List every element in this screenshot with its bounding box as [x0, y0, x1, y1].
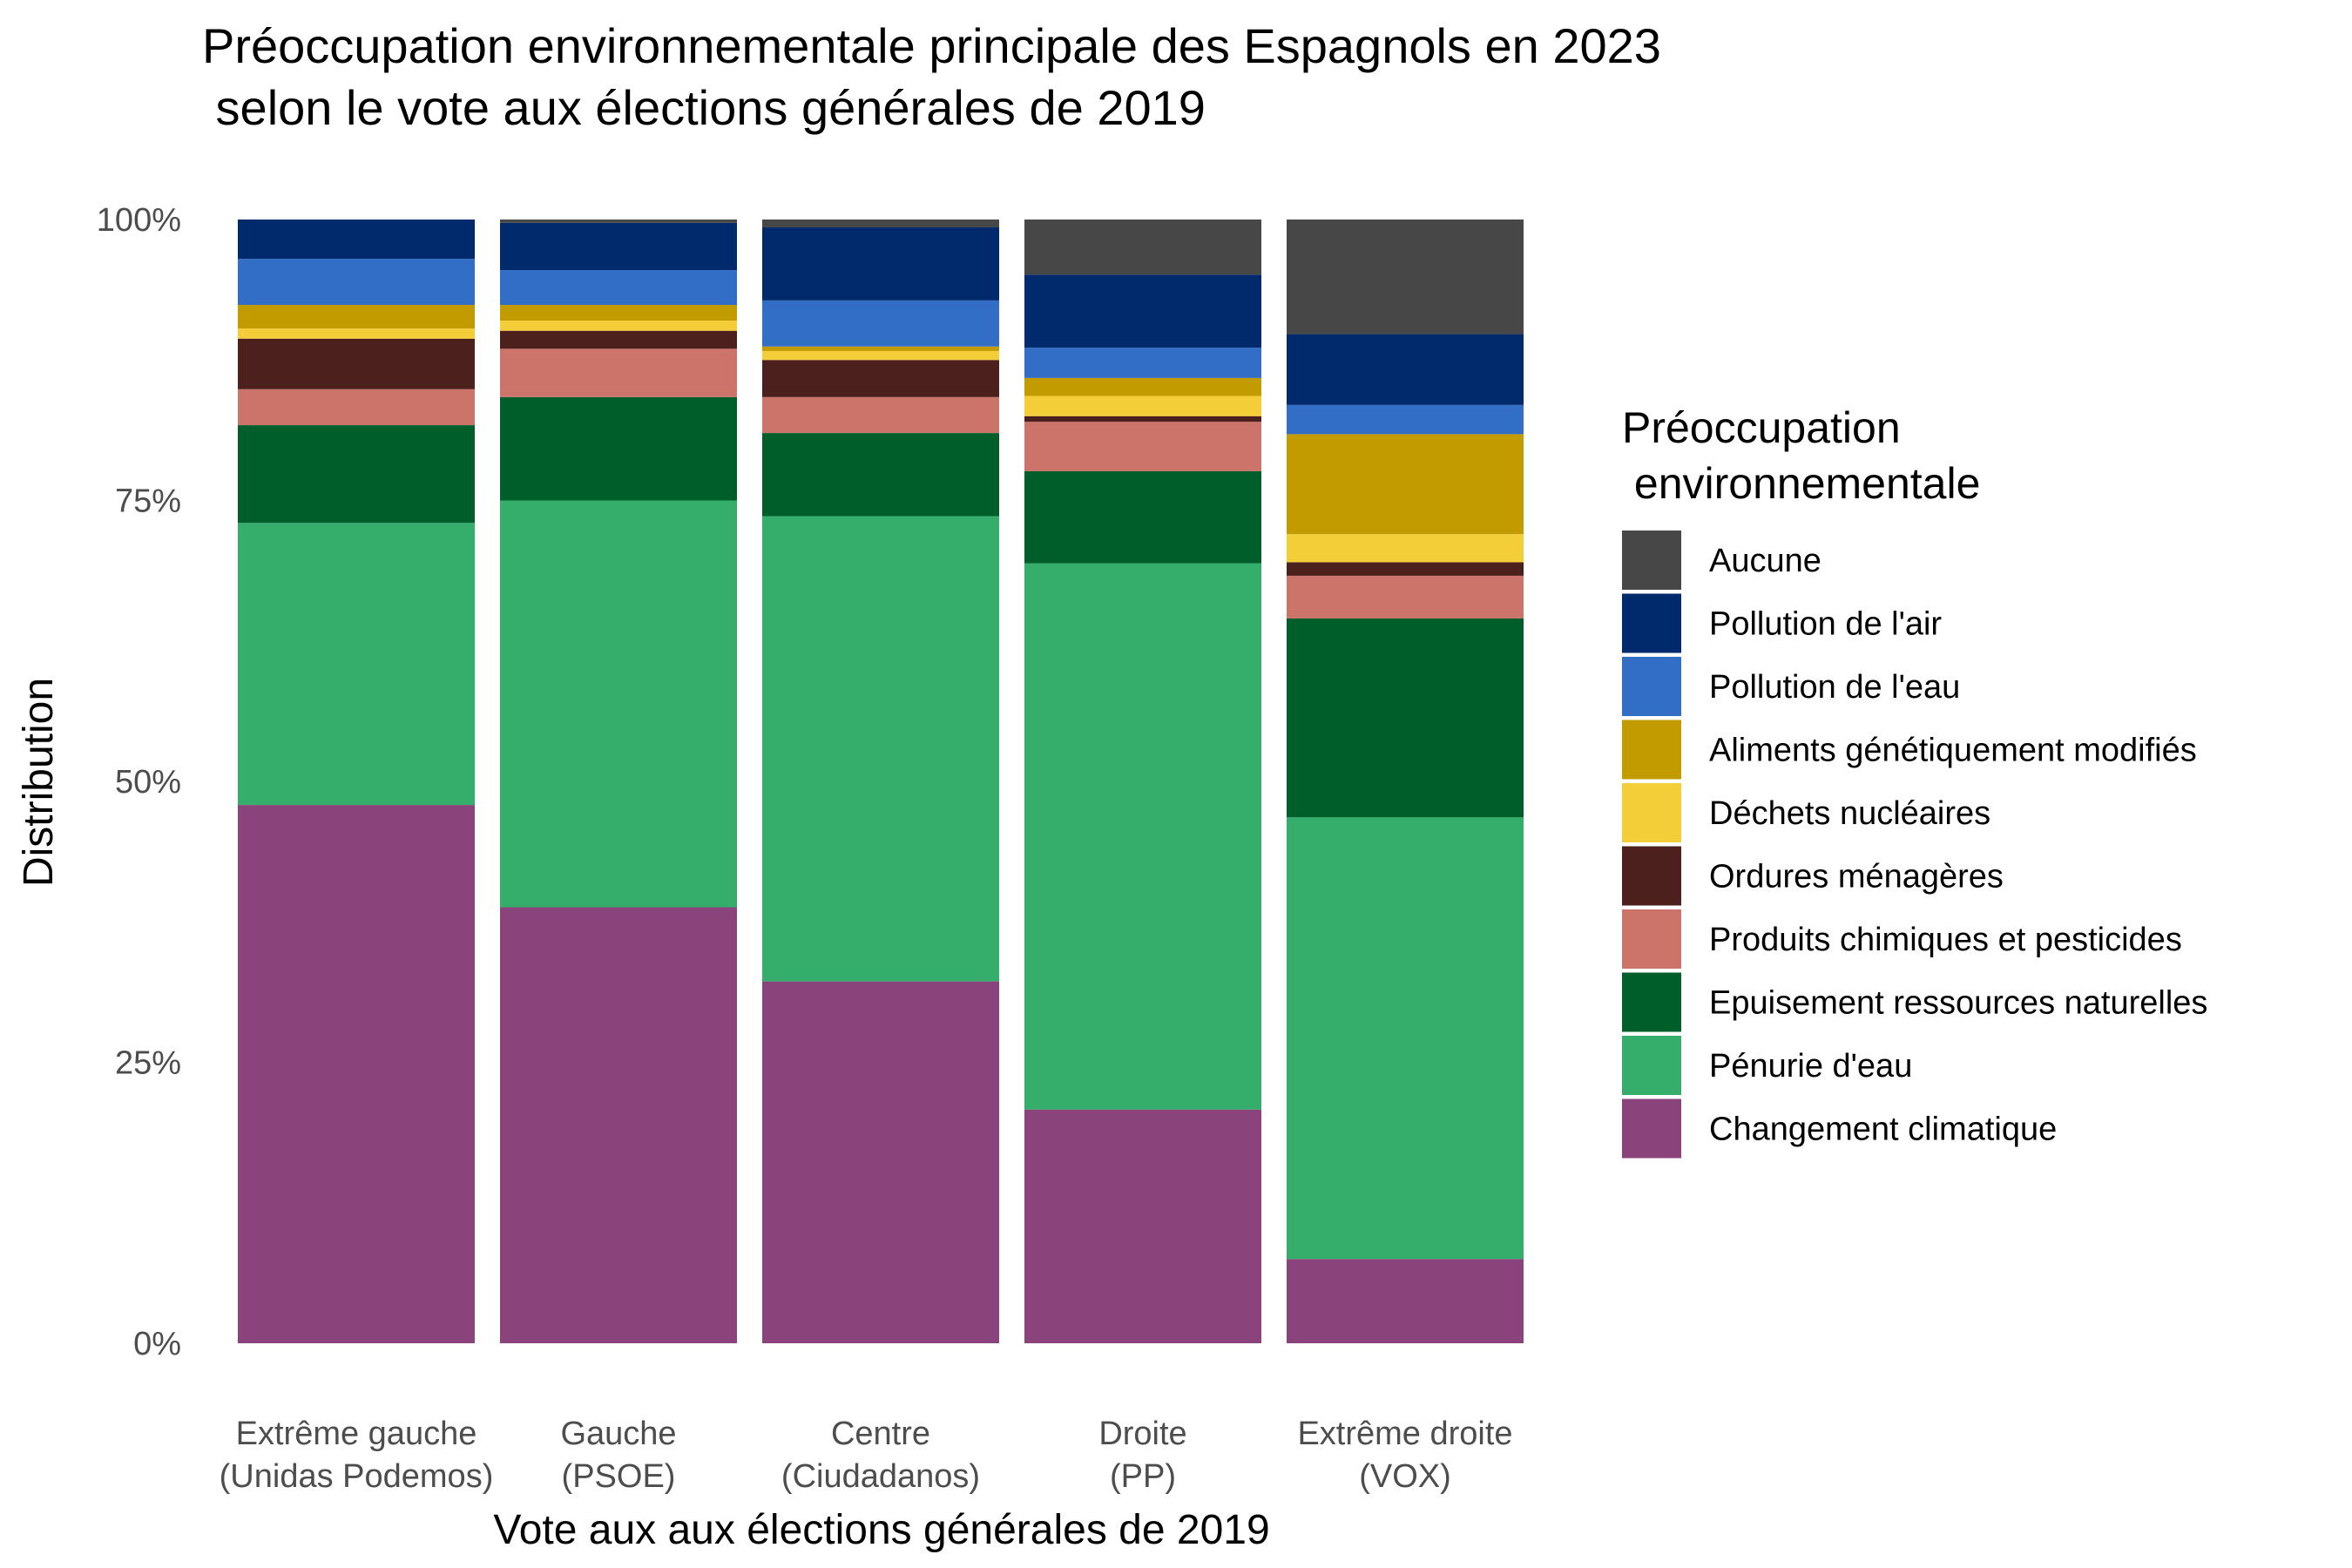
- bar-segment-3-3: [1024, 422, 1261, 471]
- bar-segment-4-9: [1287, 220, 1524, 335]
- legend-label-1: Pollution de l'air: [1709, 606, 1942, 643]
- bar-segment-1-6: [500, 305, 737, 321]
- bar-segment-3-9: [1024, 220, 1261, 275]
- legend-label-7: Epuisement ressources naturelles: [1709, 985, 2207, 1022]
- bar-segment-3-5: [1024, 395, 1261, 416]
- legend-label-4: Déchets nucléaires: [1709, 795, 1990, 832]
- bar-segment-1-9: [500, 220, 737, 223]
- legend-label-3: Aliments génétiquement modifiés: [1709, 733, 2197, 769]
- bar-segment-1-2: [500, 396, 737, 501]
- y-tick-label-4: 100%: [97, 202, 181, 239]
- x-tick-label-2-0: Centre: [831, 1416, 930, 1452]
- x-tick-label-1-1: (PSOE): [562, 1458, 676, 1495]
- legend-swatch-1: [1622, 593, 1681, 653]
- bar-segment-3-4: [1024, 416, 1261, 422]
- legend-title-line-1: Préoccupation: [1622, 403, 1901, 452]
- bar-segment-0-8: [238, 220, 475, 260]
- legend-label-2: Pollution de l'eau: [1709, 669, 1960, 706]
- bar-segment-1-3: [500, 348, 737, 397]
- bar-segment-0-0: [238, 805, 475, 1343]
- chart-title-line-1: Préoccupation environnementale principal…: [202, 18, 1661, 73]
- bar-segment-3-1: [1024, 563, 1261, 1110]
- legend-swatch-8: [1622, 1036, 1681, 1095]
- legend-label-8: Pénurie d'eau: [1709, 1048, 1912, 1085]
- legend-swatch-2: [1622, 657, 1681, 716]
- bar-segment-4-5: [1287, 534, 1524, 563]
- bar-segment-0-3: [238, 389, 475, 426]
- bar-segment-1-1: [500, 500, 737, 908]
- bar-segment-2-4: [762, 360, 999, 397]
- y-axis-title: Distribution: [16, 678, 62, 887]
- bar-segment-0-4: [238, 338, 475, 389]
- bar-segment-2-2: [762, 433, 999, 517]
- legend: Préoccupation environnementale Aucune Pol…: [1622, 403, 2207, 1159]
- bar-segment-4-8: [1287, 334, 1524, 405]
- x-tick-label-3-1: (PP): [1110, 1458, 1176, 1495]
- bar-segment-0-2: [238, 425, 475, 524]
- bar-segment-3-6: [1024, 377, 1261, 396]
- bar-segment-2-9: [762, 220, 999, 228]
- bar-segment-0-7: [238, 259, 475, 306]
- bar-segment-4-7: [1287, 404, 1524, 435]
- bar-segment-0-1: [238, 523, 475, 806]
- bar-segment-0-5: [238, 328, 475, 339]
- legend-swatch-9: [1622, 1098, 1681, 1159]
- x-tick-label-4-0: Extrême droite: [1297, 1416, 1512, 1452]
- x-tick-label-4-1: (VOX): [1359, 1458, 1451, 1495]
- bar-segment-1-7: [500, 270, 737, 306]
- bar-segment-4-2: [1287, 618, 1524, 818]
- y-tick-label-1: 25%: [115, 1045, 181, 1082]
- legend-swatch-7: [1622, 972, 1681, 1032]
- legend-label-9: Changement climatique: [1709, 1112, 2057, 1148]
- legend-label-0: Aucune: [1709, 543, 1821, 579]
- bar-segment-3-8: [1024, 274, 1261, 348]
- legend-swatch-3: [1622, 720, 1681, 780]
- x-tick-label-1-0: Gauche: [560, 1416, 676, 1452]
- y-axis: 0% 25% 50% 75% 100%: [97, 202, 181, 1362]
- bar-segment-4-6: [1287, 434, 1524, 535]
- bar-segment-2-0: [762, 981, 999, 1343]
- bar-segment-4-1: [1287, 817, 1524, 1260]
- legend-label-5: Ordures ménagères: [1709, 859, 2004, 896]
- bar-segment-1-8: [500, 222, 737, 271]
- bar-segment-4-4: [1287, 562, 1524, 576]
- bar-segment-4-0: [1287, 1259, 1524, 1343]
- legend-swatch-5: [1622, 846, 1681, 906]
- x-tick-label-0-1: (Unidas Podemos): [220, 1458, 494, 1495]
- bar-segment-2-6: [762, 346, 999, 351]
- bar-segment-2-8: [762, 227, 999, 301]
- x-tick-label-3-0: Droite: [1098, 1416, 1186, 1452]
- bar-segment-0-6: [238, 305, 475, 329]
- x-tick-label-2-1: (Ciudadanos): [781, 1458, 980, 1495]
- bar-segment-3-0: [1024, 1109, 1261, 1343]
- legend-title-line-2: environnementale: [1622, 459, 1980, 508]
- bar-segment-3-2: [1024, 470, 1261, 564]
- bar-segment-1-4: [500, 330, 737, 349]
- x-tick-label-0-0: Extrême gauche: [236, 1416, 477, 1452]
- legend-label-6: Produits chimiques et pesticides: [1709, 922, 2182, 958]
- y-tick-label-0: 0%: [133, 1326, 181, 1362]
- bar-segment-1-0: [500, 907, 737, 1343]
- bar-segment-3-7: [1024, 348, 1261, 378]
- legend-swatch-6: [1622, 909, 1681, 969]
- y-tick-label-2: 50%: [115, 764, 181, 801]
- legend-swatch-4: [1622, 783, 1681, 842]
- bar-area: [238, 220, 1524, 1343]
- bar-segment-2-3: [762, 396, 999, 434]
- bar-segment-4-3: [1287, 575, 1524, 618]
- x-axis: Extrême gauche (Unidas Podemos) Gauche (PSO…: [220, 1416, 1513, 1495]
- bar-segment-2-5: [762, 350, 999, 361]
- bar-segment-1-5: [500, 321, 737, 331]
- bar-segment-2-1: [762, 516, 999, 982]
- bar-segment-2-7: [762, 300, 999, 347]
- x-axis-title: Vote aux aux élections générales de 2019: [493, 1507, 1269, 1553]
- legend-swatch-0: [1622, 531, 1681, 590]
- y-tick-label-3: 75%: [115, 483, 181, 520]
- chart-title-line-2: selon le vote aux élections générales de…: [202, 80, 1206, 135]
